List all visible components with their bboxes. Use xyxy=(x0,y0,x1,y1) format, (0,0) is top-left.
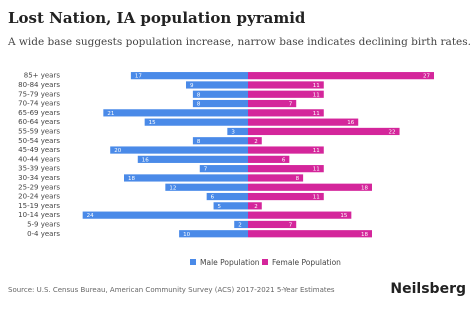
value-label: 8 xyxy=(197,139,201,145)
value-label: 2 xyxy=(238,222,242,228)
chart-title: Lost Nation, IA population pyramid xyxy=(8,9,306,27)
value-label: 8 xyxy=(296,176,300,182)
bar xyxy=(186,81,248,89)
value-label: 11 xyxy=(313,111,320,117)
bar xyxy=(124,174,248,182)
y-tick-label: 50-54 years xyxy=(18,137,60,145)
bar xyxy=(130,72,248,80)
bar xyxy=(248,127,400,136)
value-label: 9 xyxy=(190,83,194,89)
value-label: 24 xyxy=(87,213,94,219)
legend-swatch xyxy=(262,259,268,265)
value-label: 18 xyxy=(361,232,368,238)
legend-label: Male Population xyxy=(200,258,260,267)
bar xyxy=(248,155,290,163)
bar xyxy=(248,146,324,154)
value-label: 15 xyxy=(149,120,156,126)
bar xyxy=(248,230,372,238)
y-tick-label: 0-4 years xyxy=(27,230,60,238)
bar xyxy=(248,220,297,229)
bar xyxy=(192,90,248,98)
value-label: 17 xyxy=(135,74,142,80)
value-label: 2 xyxy=(254,204,258,210)
bar xyxy=(248,202,262,210)
value-label: 10 xyxy=(183,232,190,238)
y-tick-label: 80-84 years xyxy=(18,81,60,89)
y-tick-label: 25-29 years xyxy=(18,183,60,191)
bar xyxy=(248,137,262,145)
value-label: 8 xyxy=(197,92,201,98)
bar xyxy=(179,230,248,238)
bar xyxy=(248,192,324,201)
value-label: 18 xyxy=(361,185,368,191)
value-label: 11 xyxy=(313,195,320,201)
bar xyxy=(248,109,324,117)
y-tick-label: 85+ years xyxy=(24,72,61,80)
bar xyxy=(248,183,372,191)
y-tick-label: 60-64 years xyxy=(18,118,60,126)
y-tick-label: 35-39 years xyxy=(18,165,60,173)
value-label: 11 xyxy=(313,83,320,89)
value-label: 2 xyxy=(254,139,258,145)
bar xyxy=(82,211,249,219)
value-label: 20 xyxy=(114,148,121,154)
value-label: 6 xyxy=(282,157,286,163)
value-label: 11 xyxy=(313,167,320,173)
bar xyxy=(213,202,248,210)
value-label: 8 xyxy=(197,102,201,108)
bar xyxy=(248,90,324,98)
value-label: 16 xyxy=(142,157,149,163)
value-label: 7 xyxy=(204,167,208,173)
bar xyxy=(103,109,248,117)
bar xyxy=(144,118,248,126)
value-label: 22 xyxy=(389,129,396,135)
y-tick-label: 20-24 years xyxy=(18,193,60,201)
bar xyxy=(248,174,304,182)
value-label: 21 xyxy=(107,111,114,117)
bar xyxy=(248,211,352,219)
value-label: 18 xyxy=(128,176,135,182)
y-tick-label: 30-34 years xyxy=(18,174,60,182)
value-label: 11 xyxy=(313,148,320,154)
value-label: 12 xyxy=(169,185,176,191)
bar xyxy=(227,127,248,136)
value-label: 6 xyxy=(211,195,215,201)
value-label: 16 xyxy=(347,120,354,126)
bar xyxy=(248,118,359,126)
value-label: 7 xyxy=(289,222,293,228)
bar xyxy=(137,155,248,163)
source-note: Source: U.S. Census Bureau, American Com… xyxy=(8,286,335,294)
bar xyxy=(199,165,248,173)
y-tick-label: 75-79 years xyxy=(18,90,60,98)
y-tick-label: 5-9 years xyxy=(27,220,60,228)
bar xyxy=(206,192,248,201)
bar xyxy=(248,72,434,80)
value-label: 7 xyxy=(289,102,293,108)
y-tick-label: 40-44 years xyxy=(18,155,60,163)
y-tick-label: 45-49 years xyxy=(18,146,60,154)
value-label: 27 xyxy=(423,74,430,80)
y-tick-label: 65-69 years xyxy=(18,109,60,117)
y-tick-label: 10-14 years xyxy=(18,211,60,219)
bar xyxy=(248,81,324,89)
legend-swatch xyxy=(190,259,196,265)
value-label: 15 xyxy=(340,213,347,219)
brand-logo: Neilsberg xyxy=(390,281,466,297)
value-label: 3 xyxy=(231,129,235,135)
bar xyxy=(248,165,324,173)
bar xyxy=(192,99,248,108)
bar xyxy=(110,146,248,154)
value-label: 11 xyxy=(313,92,320,98)
legend-label: Female Population xyxy=(272,258,341,267)
y-tick-label: 70-74 years xyxy=(18,100,60,108)
value-label: 5 xyxy=(218,204,222,210)
bar xyxy=(248,99,297,108)
bar xyxy=(234,220,248,229)
bar xyxy=(165,183,248,191)
y-tick-label: 15-19 years xyxy=(18,202,60,210)
bar xyxy=(192,137,248,145)
chart-subtitle: A wide base suggests population increase… xyxy=(7,36,471,48)
y-tick-label: 55-59 years xyxy=(18,127,60,135)
